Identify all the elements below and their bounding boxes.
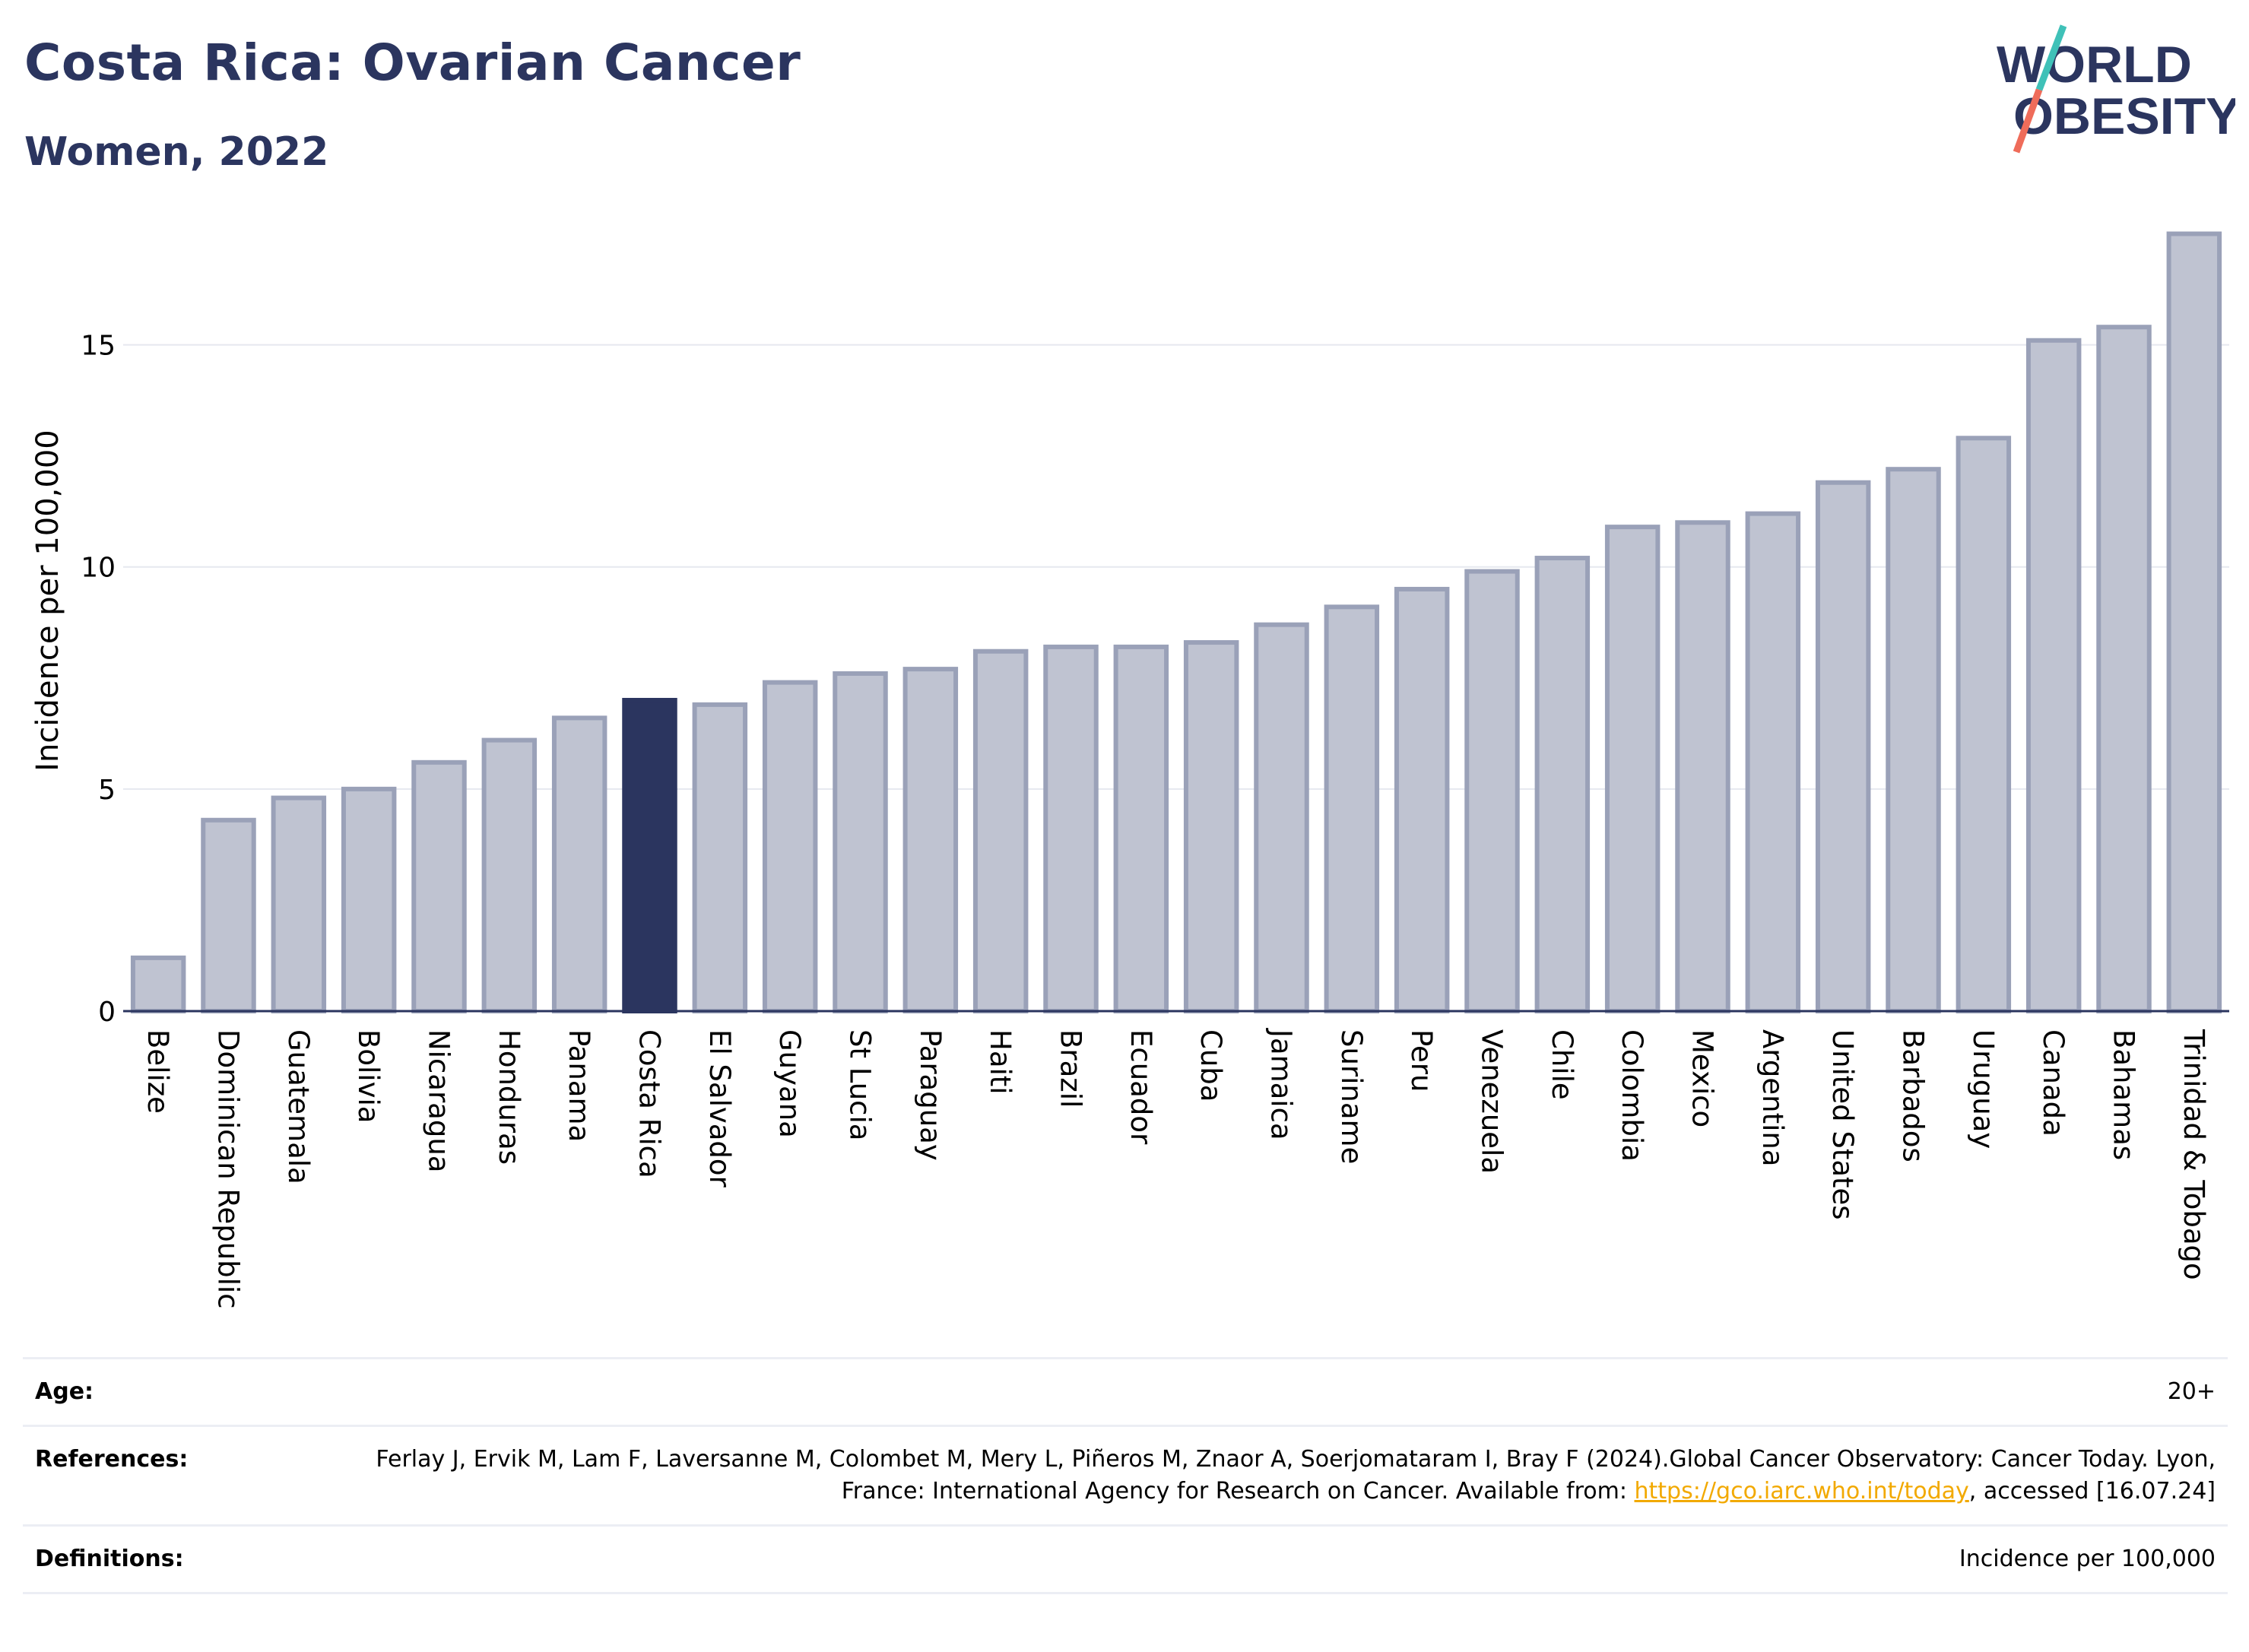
bar-argentina [1745,511,1801,1013]
bar-el-salvador [692,702,748,1013]
bar-guatemala [271,795,327,1013]
y-tick-label: 5 [98,775,116,806]
bar-venezuela [1464,569,1520,1013]
bar-mexico [1675,520,1730,1013]
bar-chart: 0 5 10 15 Belize Dominican Republic Guatemala… [30,231,2229,1309]
bar-paraguay [902,667,959,1013]
x-tick-label: Haiti [984,1029,1017,1095]
bar-dominican-republic [201,817,256,1013]
definitions-label: Definitions: [35,1546,184,1572]
bar-colombia [1604,525,1661,1013]
x-tick-label: Paraguay [914,1029,947,1161]
page-title: Costa Rica: Ovarian Cancer [24,33,801,92]
bar-ecuador [1113,644,1169,1013]
bar-guyana [762,680,818,1013]
x-tick-label: St Lucia [844,1029,877,1140]
bar-bahamas [2096,325,2152,1013]
x-tick-label: Cuba [1194,1029,1227,1102]
x-tick-label: Colombia [1616,1029,1648,1162]
page-subtitle: Women, 2022 [24,129,329,175]
references-suffix: , accessed [16.07.24] [1968,1478,2216,1505]
x-tick-label: Brazil [1055,1029,1087,1108]
x-tick-label: Bahamas [2108,1029,2140,1160]
bar-cuba [1183,640,1239,1013]
bar-bolivia [341,786,397,1013]
x-tick-label: Jamaica [1265,1028,1298,1140]
axes: 0 5 10 15 [81,331,2229,1028]
bar-brazil [1043,644,1099,1013]
x-tick-label: Venezuela [1476,1029,1508,1174]
x-tick-label: Peru [1405,1029,1438,1092]
bar-nicaragua [411,759,467,1013]
x-tick-label: Costa Rica [633,1029,666,1178]
y-tick-label: 15 [81,331,116,362]
x-tick-label: Suriname [1335,1029,1368,1164]
logo-text-world: WORLD [1997,36,2192,94]
definitions-value: Incidence per 100,000 [1959,1546,2216,1572]
y-axis-label: Incidence per 100,000 [30,430,65,772]
x-tick-label: Nicaragua [423,1029,455,1172]
y-tick-label: 0 [98,997,116,1028]
bar-panama [551,715,607,1013]
age-value: 20+ [2167,1378,2216,1405]
info-table: Age: 20+ References: Ferlay J, Ervik M, … [23,1357,2228,1594]
references-row: References: Ferlay J, Ervik M, Lam F, La… [23,1425,2228,1524]
x-tick-label: Guyana [773,1029,806,1138]
logo-slash-teal [2035,24,2067,91]
grid-lines [123,344,2229,790]
y-tick-label: 10 [81,553,116,584]
age-row: Age: 20+ [23,1357,2228,1425]
bar-jamaica [1254,622,1309,1013]
references-label: References: [35,1446,189,1473]
category-labels: Belize Dominican Republic Guatemala Bolivia… [141,1028,2210,1309]
bar-honduras [481,737,538,1013]
x-tick-label: Chile [1546,1029,1578,1100]
bar-peru [1394,586,1450,1013]
x-tick-label: Uruguay [1967,1029,2000,1149]
x-tick-label: Ecuador [1124,1029,1157,1145]
bar-united-states [1815,480,1871,1013]
references-link[interactable]: https://gco.iarc.who.int/today [1634,1478,1969,1505]
world-obesity-logo: WORLD OBESITY [1997,24,2235,154]
bar-st-lucia [833,671,888,1014]
bars [130,231,2222,1014]
references-text: Ferlay J, Ervik M, Lam F, Laversanne M, … [376,1446,2216,1505]
x-tick-label: Dominican Republic [212,1029,245,1309]
x-tick-label: Bolivia [352,1029,385,1123]
x-tick-label: Mexico [1686,1029,1719,1127]
bar-trinidad-tobago [2166,231,2222,1013]
age-label: Age: [35,1378,94,1405]
x-tick-label: Honduras [493,1029,525,1165]
x-tick-label: United States [1826,1029,1859,1220]
x-tick-label: Canada [2037,1029,2070,1137]
bar-uruguay [1956,436,2012,1013]
bar-canada [2025,338,2082,1013]
x-tick-label: Trinidad & Tobago [2178,1029,2210,1280]
x-tick-label: Guatemala [282,1029,315,1184]
bar-belize [130,955,186,1014]
bar-barbados [1886,467,1941,1013]
bar-costa-rica [622,698,677,1013]
bar-haiti [972,648,1029,1013]
bar-chile [1534,556,1591,1013]
logo-text-obesity: OBESITY [2013,87,2235,145]
logo-slash-coral [2013,88,2043,154]
definitions-row: Definitions: Incidence per 100,000 [23,1524,2228,1594]
references-value: Ferlay J, Ervik M, Lam F, Laversanne M, … [315,1444,2216,1508]
x-tick-label: El Salvador [703,1029,736,1188]
x-tick-label: Argentina [1756,1029,1789,1166]
x-tick-label: Belize [141,1029,174,1114]
x-tick-label: Barbados [1897,1029,1930,1162]
bar-suriname [1324,604,1380,1013]
x-tick-label: Panama [563,1029,595,1142]
